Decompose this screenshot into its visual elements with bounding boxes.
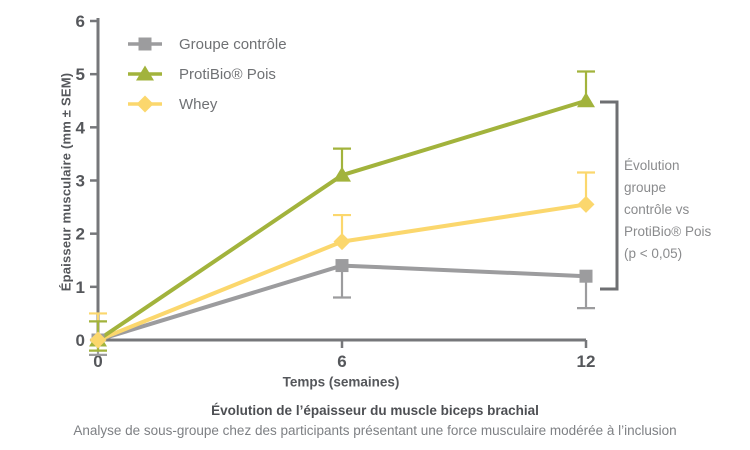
- y-tick-label: 1: [76, 278, 85, 297]
- caption-title: Évolution de l’épaisseur du muscle bicep…: [211, 403, 539, 418]
- x-axis-title: Temps (semaines): [282, 374, 400, 390]
- y-axis-title: Épaisseur musculaire (mm ± SEM): [58, 72, 74, 292]
- legend-marker-whey: [136, 95, 154, 113]
- legend-marker-protibio: [136, 65, 154, 81]
- legend-marker-controle: [138, 37, 152, 51]
- data-point-controle-week12: [579, 269, 593, 283]
- significance-annotation: Évolution groupe contrôle vs ProtiBio® P…: [624, 158, 712, 261]
- y-tick-label: 4: [76, 118, 86, 137]
- data-point-protibio-week6: [333, 166, 352, 182]
- x-tick-label: 6: [337, 352, 346, 371]
- data-point-protibio-week12: [577, 92, 596, 108]
- y-tick-label: 5: [76, 65, 85, 84]
- y-tick-label: 3: [76, 171, 85, 190]
- y-tick-label: 0: [76, 331, 85, 350]
- data-point-whey-week12: [577, 195, 595, 213]
- significance-bracket: [600, 100, 619, 291]
- x-tick-label: 12: [577, 352, 596, 371]
- legend-label-whey: Whey: [179, 96, 218, 113]
- data-point-controle-week6: [335, 259, 349, 273]
- y-tick-label: 6: [76, 12, 85, 31]
- legend-label-controle: Groupe contrôle: [179, 36, 287, 53]
- x-tick-label: 0: [93, 352, 102, 371]
- data-point-whey-week0: [89, 331, 107, 349]
- y-tick-label: 2: [76, 225, 85, 244]
- caption: Évolution de l’épaisseur du muscle bicep…: [0, 403, 750, 438]
- caption-subtitle: Analyse de sous-groupe chez des particip…: [73, 423, 677, 438]
- legend-label-protibio: ProtiBio® Pois: [179, 66, 276, 83]
- data-point-whey-week6: [333, 233, 351, 251]
- legend: Groupe contrôle ProtiBio® Pois Whey: [128, 36, 287, 113]
